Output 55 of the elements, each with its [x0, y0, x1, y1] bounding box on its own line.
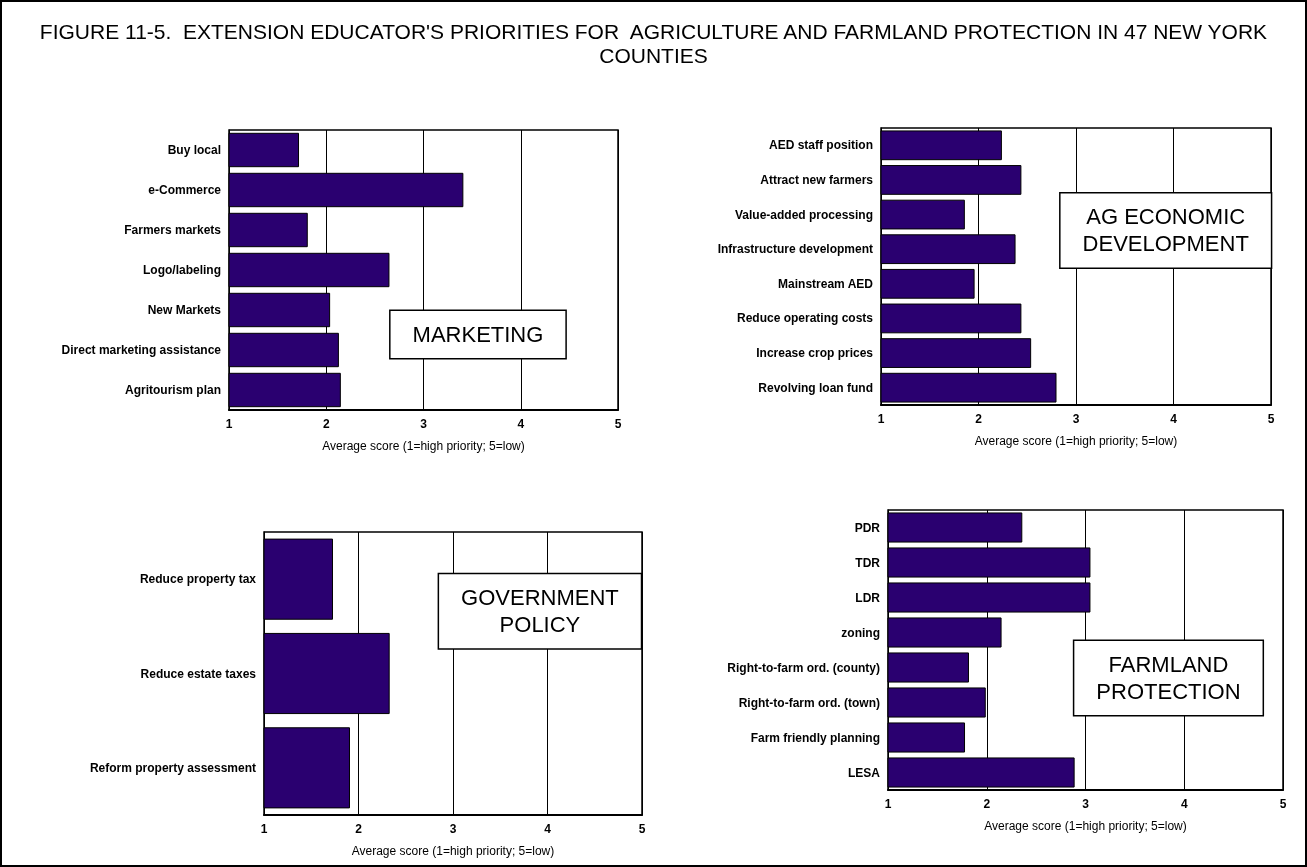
x-tick-label: 1 [884, 797, 892, 811]
annotation: FARMLAND PROTECTION [1096, 652, 1241, 704]
y-tick-label: zoning [841, 625, 880, 640]
x-tick-label: 5 [638, 822, 646, 836]
y-tick-label: Right-to-farm ord. (county) [727, 660, 880, 675]
chart-title: FIGURE 11-5. EXTENSION EDUCATOR'S PRIORITIES FOR AGRICULTURE AND FARMLAND PROTECTION IN 47 NEW YORK COUNTIES [38, 20, 1269, 68]
y-tick-label: Direct marketing assistance [61, 343, 222, 357]
x-tick-label: 3 [1072, 412, 1080, 426]
x-tick-label: 2 [355, 822, 363, 836]
x-tick-label: 5 [614, 417, 622, 431]
annotation: MARKETING [412, 321, 544, 347]
x-tick-label: 2 [983, 797, 991, 811]
y-tick-label: Reduce property tax [139, 572, 257, 587]
x-tick-label: 1 [877, 412, 885, 426]
y-tick-label: Logo/labeling [143, 263, 221, 277]
y-tick-label: LESA [847, 765, 881, 780]
x-axis-title: Average score (1=high priority; 5=low) [974, 434, 1178, 448]
y-tick-label: Reduce operating costs [736, 311, 874, 326]
y-tick-label: New Markets [147, 303, 222, 317]
x-tick-label: 3 [420, 417, 428, 431]
x-tick-label: 1 [225, 417, 233, 431]
y-tick-label: Infrastructure development [717, 242, 873, 257]
y-tick-label: Farm friendly planning [750, 730, 880, 745]
y-tick-label: Agritourism plan [124, 383, 221, 397]
y-tick-label: LDR [855, 590, 881, 605]
x-tick-label: 3 [1082, 797, 1090, 811]
x-tick-label: 2 [322, 417, 330, 431]
y-tick-label: Mainstream AED [778, 276, 874, 291]
x-tick-label: 4 [1170, 412, 1178, 426]
y-tick-label: Attract new farmers [760, 172, 874, 187]
x-tick-label: 4 [1180, 797, 1188, 811]
x-tick-label: 4 [544, 822, 552, 836]
y-tick-label: TDR [855, 555, 881, 570]
x-axis-title: Average score (1=high priority; 5=low) [322, 439, 525, 453]
y-tick-label: Reform property assessment [89, 760, 256, 775]
y-tick-label: Right-to-farm ord. (town) [738, 695, 880, 710]
x-tick-label: 5 [1267, 412, 1275, 426]
y-tick-label: Increase crop prices [756, 346, 874, 361]
x-tick-label: 4 [517, 417, 525, 431]
y-tick-label: Revolving loan fund [758, 380, 873, 395]
x-tick-label: 5 [1279, 797, 1287, 811]
y-tick-label: Reduce estate taxes [140, 666, 257, 681]
annotation: GOVERNMENT POLICY [461, 585, 619, 638]
x-tick-label: 1 [260, 822, 268, 836]
x-axis-title: Average score (1=high priority; 5=low) [984, 819, 1187, 833]
x-axis-title: Average score (1=high priority; 5=low) [351, 844, 555, 858]
x-tick-label: 2 [975, 412, 983, 426]
y-tick-label: Farmers markets [124, 223, 222, 237]
x-tick-label: 3 [449, 822, 457, 836]
y-tick-label: Buy local [167, 143, 221, 157]
y-tick-label: e-Commerce [148, 183, 222, 197]
y-tick-label: PDR [854, 520, 881, 535]
y-tick-label: AED staff position [769, 138, 873, 153]
annotation: AG ECONOMIC DEVELOPMENT [1082, 204, 1249, 257]
y-tick-label: Value-added processing [734, 207, 873, 222]
